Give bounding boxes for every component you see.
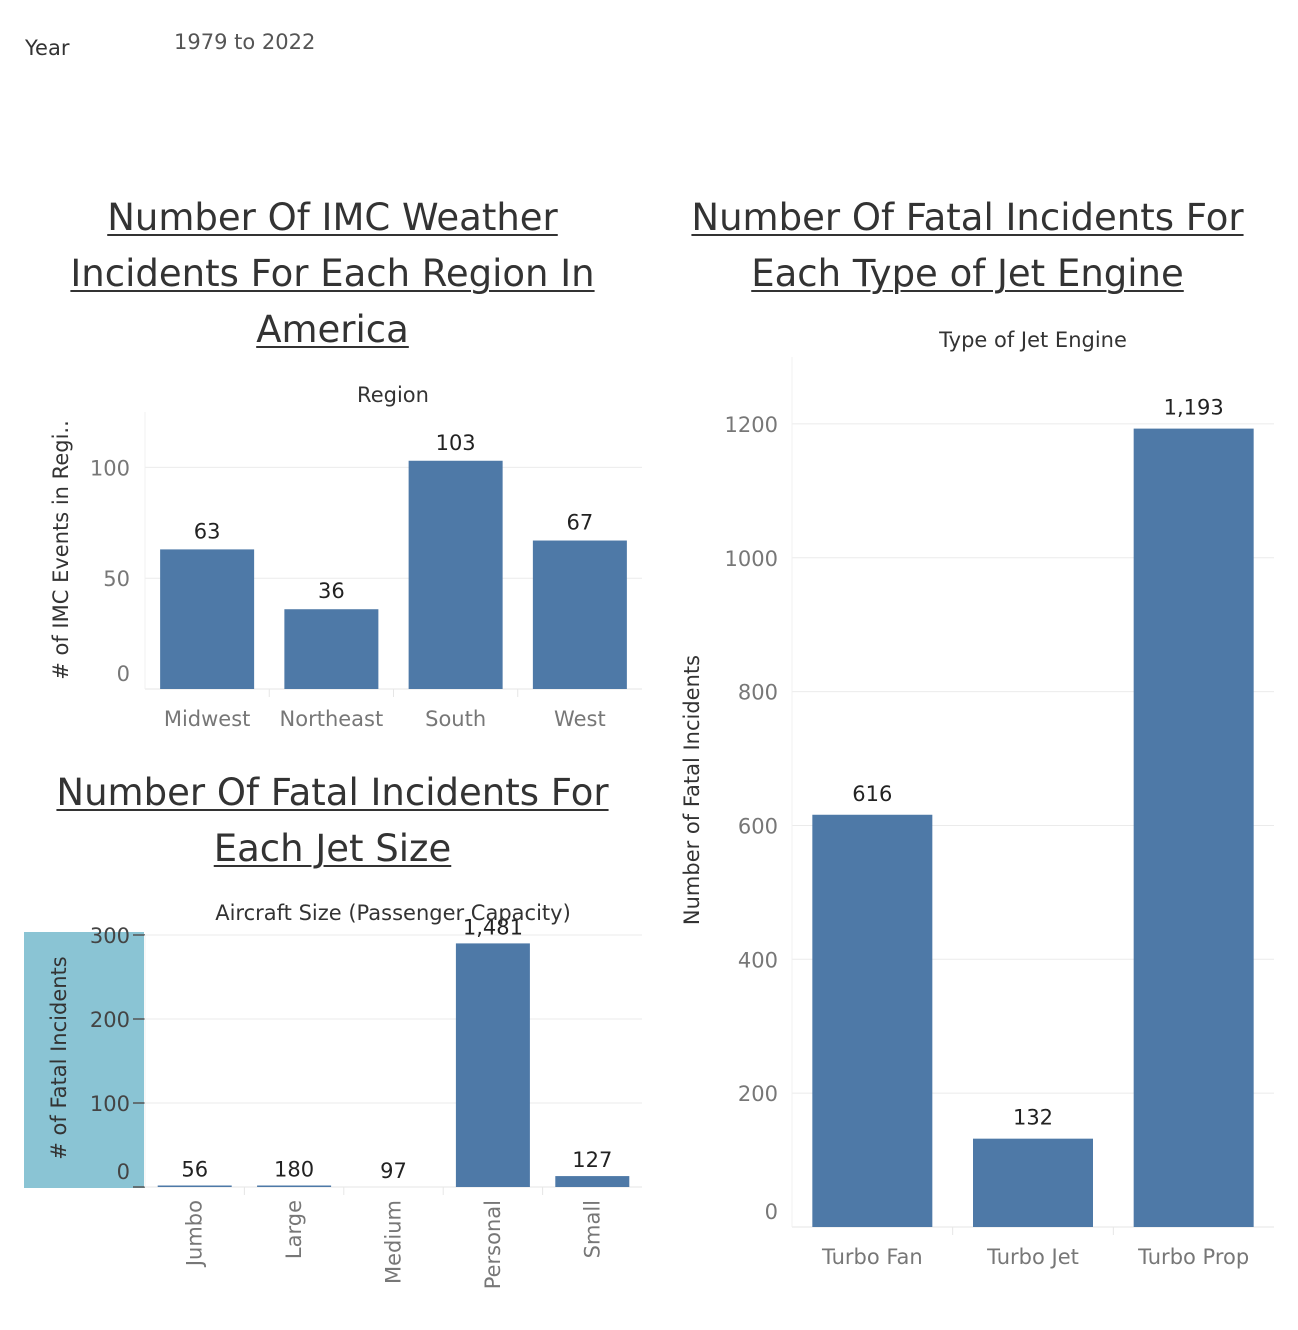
imc-region-bar xyxy=(284,609,379,689)
jet-size-ylabel-highlight xyxy=(24,932,144,1188)
jet-engine-y-axis-title: Number of Fatal Incidents xyxy=(680,655,704,925)
jet-engine-value-label: 132 xyxy=(1013,1106,1053,1130)
jet-engine-value-label: 1,193 xyxy=(1164,396,1224,420)
jet-size-y-tick-label: 200 xyxy=(90,1008,130,1032)
jet-size-value-label: 97 xyxy=(380,1159,407,1183)
year-filter-label: Year xyxy=(25,36,70,60)
imc-region-bar xyxy=(408,460,503,689)
jet-size-x-axis-title: Aircraft Size (Passenger Capacity) xyxy=(215,901,571,925)
imc-region-value-label: 36 xyxy=(318,579,345,603)
jet-engine-bar xyxy=(1133,428,1254,1228)
jet-engine-chart-title: Number Of Fatal Incidents For Each Type … xyxy=(691,196,1244,295)
imc-region-value-label: 63 xyxy=(194,519,221,543)
jet-engine-category-label: Turbo Prop xyxy=(1137,1245,1249,1269)
imc-region-bar xyxy=(160,549,255,689)
jet-engine-y-tick-label: 1000 xyxy=(725,547,778,571)
jet-size-category-label: Personal xyxy=(481,1200,505,1289)
imc-region-x-axis-title: Region xyxy=(357,383,429,407)
jet-size-value-label: 56 xyxy=(181,1158,208,1182)
imc-region-value-label: 67 xyxy=(567,511,594,535)
jet-size-category-label: Small xyxy=(580,1200,604,1258)
jet-size-value-label: 180 xyxy=(274,1158,314,1182)
imc-region-category-label: Midwest xyxy=(164,707,251,731)
jet-engine-bar xyxy=(973,1138,1093,1227)
jet-size-bar xyxy=(455,943,530,1187)
jet-size-y-tick-label: 0 xyxy=(117,1160,130,1184)
jet-size-bar xyxy=(157,1185,232,1187)
imc-region-y-tick-label: 50 xyxy=(103,567,130,591)
imc-region-chart-title: Number Of IMC Weather Incidents For Each… xyxy=(70,196,595,351)
jet-size-value-label: 1,481 xyxy=(463,915,523,939)
jet-size-chart-title: Number Of Fatal Incidents For Each Jet S… xyxy=(56,771,609,870)
jet-engine-y-tick-label: 600 xyxy=(738,814,778,838)
jet-engine-y-tick-label: 200 xyxy=(738,1082,778,1106)
imc-region-value-label: 103 xyxy=(436,431,476,455)
jet-size-category-label: Jumbo xyxy=(183,1200,207,1268)
jet-size-value-label: 127 xyxy=(572,1148,612,1172)
jet-engine-y-tick-label: 800 xyxy=(738,681,778,705)
imc-region-y-axis-title: # of IMC Events in Regi.. xyxy=(49,420,73,680)
imc-region-bar xyxy=(532,540,627,689)
imc-region-category-label: Northeast xyxy=(280,707,384,731)
imc-region-category-label: West xyxy=(554,707,606,731)
jet-engine-bar xyxy=(812,814,933,1227)
jet-size-y-tick-label: 100 xyxy=(90,1092,130,1116)
imc-region-y-tick-label: 100 xyxy=(90,456,130,480)
jet-size-category-label: Large xyxy=(282,1200,306,1259)
jet-size-y-axis-title: # of Fatal Incidents xyxy=(47,956,71,1159)
jet-size-category-label: Medium xyxy=(382,1200,406,1284)
jet-engine-category-label: Turbo Jet xyxy=(986,1245,1079,1269)
imc-region-y-tick-label: 0 xyxy=(117,662,130,686)
jet-size-y-tick-label: 300 xyxy=(90,924,130,948)
jet-size-bar xyxy=(555,1176,630,1187)
jet-size-bar xyxy=(257,1185,332,1187)
year-filter-value[interactable]: 1979 to 2022 xyxy=(174,30,316,54)
jet-engine-y-tick-label: 400 xyxy=(738,948,778,972)
jet-engine-y-tick-label: 0 xyxy=(765,1200,778,1224)
imc-region-category-label: South xyxy=(425,707,486,731)
jet-engine-category-label: Turbo Fan xyxy=(821,1245,923,1269)
jet-engine-value-label: 616 xyxy=(852,782,892,806)
jet-engine-x-axis-title: Type of Jet Engine xyxy=(938,328,1127,352)
jet-engine-y-tick-label: 1200 xyxy=(725,413,778,437)
